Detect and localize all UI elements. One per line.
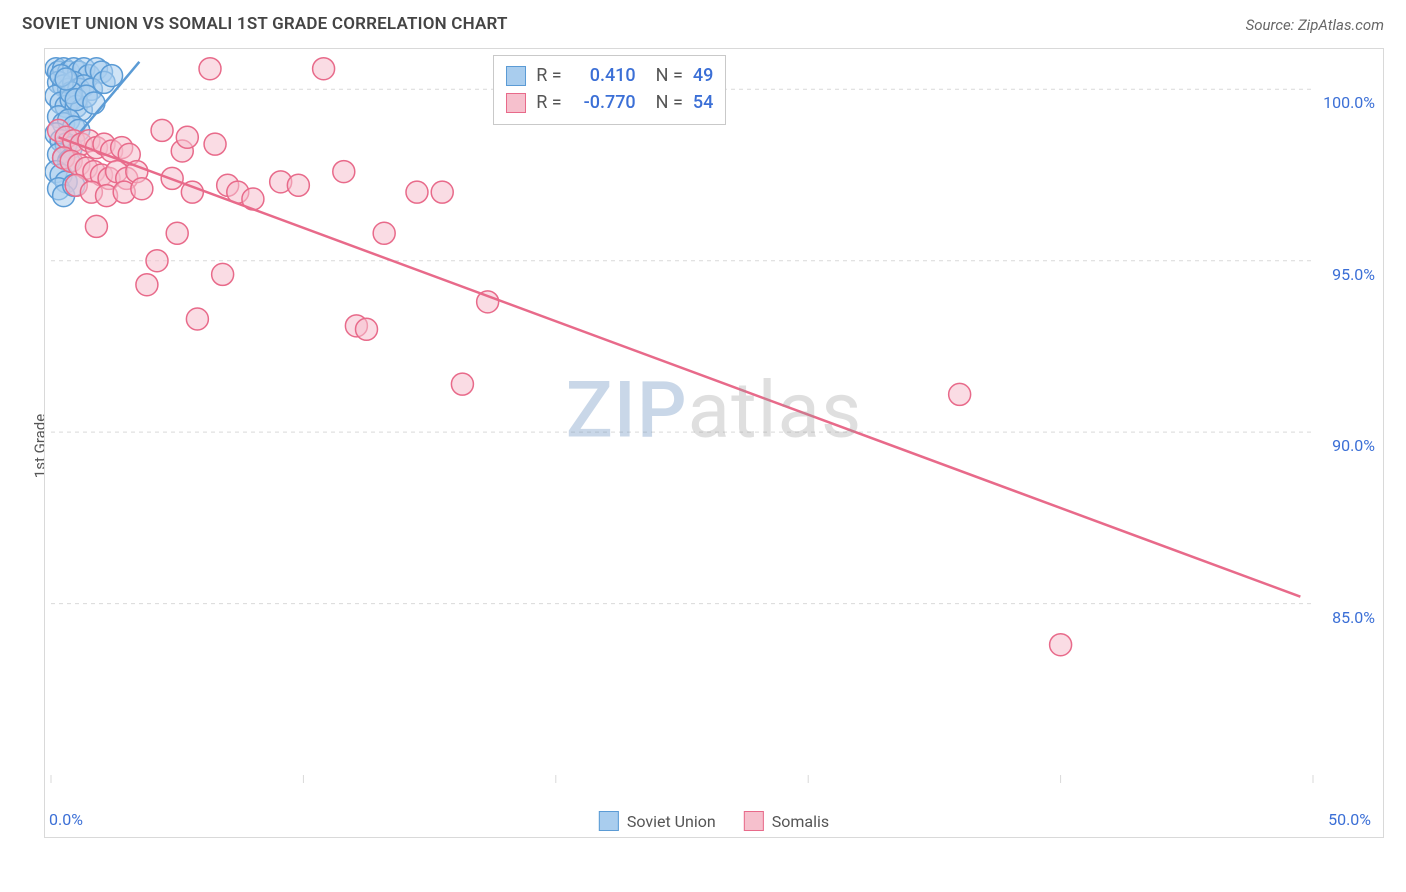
legend-swatch [506, 93, 526, 113]
legend-label: Soviet Union [627, 812, 716, 831]
stat-r-value: 0.410 [572, 62, 636, 89]
chart-title: SOVIET UNION VS SOMALI 1ST GRADE CORRELA… [22, 14, 508, 34]
stats-line: R = 0.410 N = 49 [506, 62, 713, 89]
y-tick-label: 95.0% [1332, 265, 1375, 284]
stats-line: R = -0.770 N = 54 [506, 89, 713, 116]
stat-n-label: N = [656, 62, 683, 89]
stat-n-value: 49 [693, 62, 713, 89]
stat-r-label: R = [536, 89, 561, 116]
scatter-plot [45, 49, 1383, 837]
legend-item: Somalis [744, 811, 829, 831]
legend-swatch [506, 66, 526, 86]
x-tick-label: 0.0% [49, 810, 83, 829]
y-tick-label: 100.0% [1323, 93, 1375, 112]
source-label: Source: ZipAtlas.com [1246, 16, 1384, 34]
stat-r-value: -0.770 [572, 89, 636, 116]
stat-n-label: N = [656, 89, 683, 116]
stats-legend-box: R = 0.410 N = 49 R = -0.770 N = 54 [493, 55, 726, 125]
chart-frame: ZIPatlas R =0.410N =49R =-0.770N =54 Sov… [44, 48, 1384, 838]
y-tick-label: 85.0% [1332, 608, 1375, 627]
legend-swatch [744, 811, 764, 831]
legend-item: Soviet Union [599, 811, 716, 831]
y-tick-label: 90.0% [1332, 436, 1375, 455]
stat-n-value: 54 [693, 89, 713, 116]
bottom-legend: Soviet Union Somalis [599, 811, 829, 831]
legend-swatch [599, 811, 619, 831]
stat-r-label: R = [536, 62, 561, 89]
legend-label: Somalis [772, 812, 829, 831]
x-tick-label: 50.0% [1328, 810, 1371, 829]
